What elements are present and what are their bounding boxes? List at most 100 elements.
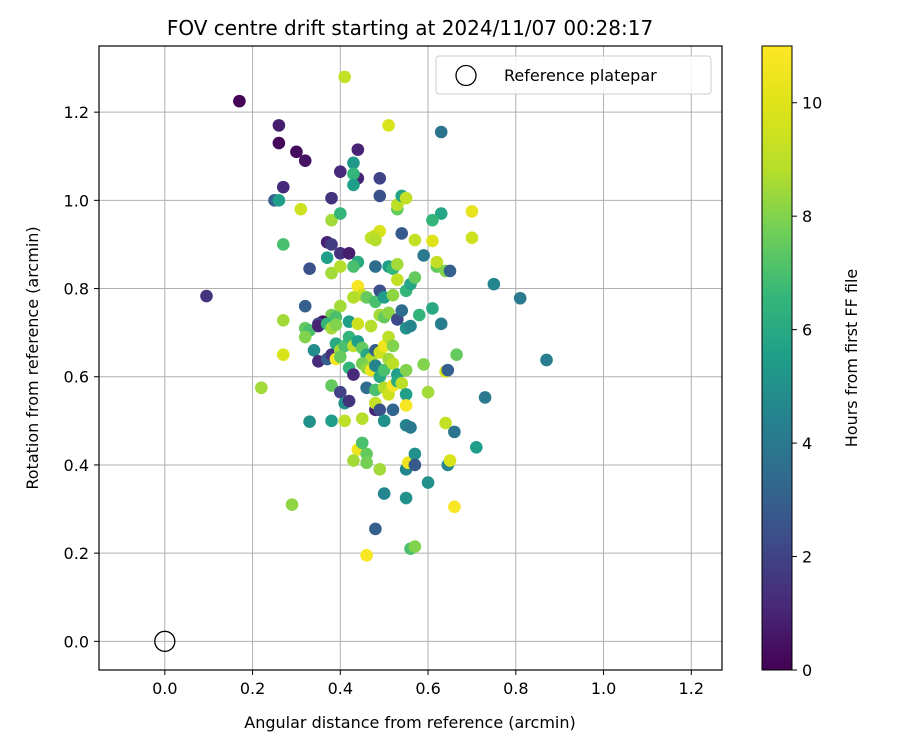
data-point (404, 319, 417, 333)
data-point (298, 154, 312, 167)
data-point (369, 260, 382, 273)
data-point (360, 549, 373, 562)
data-point (395, 377, 409, 390)
data-point (399, 363, 413, 377)
data-point (290, 145, 303, 159)
data-point (334, 299, 347, 313)
data-point (325, 266, 338, 280)
data-point (298, 330, 312, 344)
data-point (386, 403, 400, 417)
data-point (417, 249, 430, 262)
data-point (391, 273, 404, 287)
data-point (408, 447, 422, 461)
data-point (342, 394, 356, 408)
colorbar-gradient (761, 45, 793, 671)
data-point (386, 339, 400, 353)
data-point (443, 264, 457, 278)
data-point (325, 238, 338, 251)
data-point (373, 403, 387, 417)
data-point (395, 227, 409, 240)
data-point (347, 368, 360, 381)
data-point (540, 353, 553, 367)
data-point (513, 291, 527, 305)
data-point (426, 234, 439, 248)
y-tick-label: 0.4 (64, 456, 89, 475)
data-point (487, 277, 501, 291)
colorbar-tick-label: 10 (802, 94, 822, 113)
data-point (373, 463, 387, 476)
chart-title: FOV centre drift starting at 2024/11/07 … (167, 16, 653, 40)
data-point (294, 202, 308, 216)
grid-lines (99, 46, 722, 670)
data-point (478, 391, 492, 404)
data-point (334, 207, 347, 220)
y-tick-label: 0.2 (64, 544, 89, 563)
data-point (276, 348, 290, 361)
data-point (369, 522, 382, 536)
data-point (364, 319, 378, 333)
data-point (334, 246, 347, 260)
data-point (334, 385, 347, 399)
data-point (465, 205, 479, 218)
data-point (408, 458, 422, 472)
data-point (325, 191, 338, 205)
data-point (347, 156, 360, 170)
data-point (342, 246, 356, 260)
data-point (448, 425, 461, 439)
y-tick-label: 1.2 (64, 103, 89, 122)
colorbar-tick-label: 2 (802, 548, 812, 567)
data-point (355, 412, 369, 425)
data-point (399, 388, 413, 401)
y-tick-label: 1.0 (64, 191, 89, 210)
data-point (441, 363, 455, 377)
data-point (303, 415, 316, 429)
data-point (439, 416, 452, 430)
data-point (430, 255, 444, 269)
x-tick-label: 0.2 (240, 679, 265, 698)
reference-platepar-marker (154, 630, 176, 652)
x-tick-label: 1.2 (679, 679, 704, 698)
data-point (399, 491, 413, 505)
data-point (347, 291, 360, 304)
data-point (408, 233, 422, 247)
data-point (373, 171, 387, 185)
data-point (351, 317, 365, 331)
data-points (200, 70, 553, 562)
data-point (395, 304, 409, 317)
data-point (351, 143, 365, 156)
legend-label: Reference platepar (504, 66, 657, 85)
y-tick-label: 0.6 (64, 368, 89, 387)
data-point (443, 454, 457, 467)
data-point (373, 189, 387, 203)
data-point (386, 357, 400, 370)
data-point (426, 302, 439, 315)
data-point (399, 399, 413, 412)
data-point (338, 414, 351, 428)
data-point (386, 288, 400, 302)
data-point (285, 498, 299, 511)
data-point (320, 251, 334, 264)
legend-marker-icon (455, 64, 477, 87)
data-point (391, 257, 404, 271)
data-point (450, 348, 463, 361)
data-point (355, 436, 369, 450)
data-point (347, 454, 360, 467)
data-point (338, 70, 351, 84)
colorbar-tick-label: 8 (802, 207, 812, 226)
data-point (412, 308, 426, 322)
data-point (434, 207, 448, 220)
data-point (233, 94, 246, 108)
data-point (377, 487, 391, 500)
data-point (408, 540, 422, 553)
data-point (369, 233, 382, 247)
data-point (382, 119, 395, 132)
data-point (408, 271, 422, 284)
colorbar-tick-label: 6 (802, 321, 812, 340)
data-point (329, 318, 343, 332)
data-point (325, 379, 338, 392)
data-point (377, 414, 391, 428)
data-point (448, 500, 461, 514)
data-point (347, 260, 360, 273)
data-point (307, 343, 321, 357)
